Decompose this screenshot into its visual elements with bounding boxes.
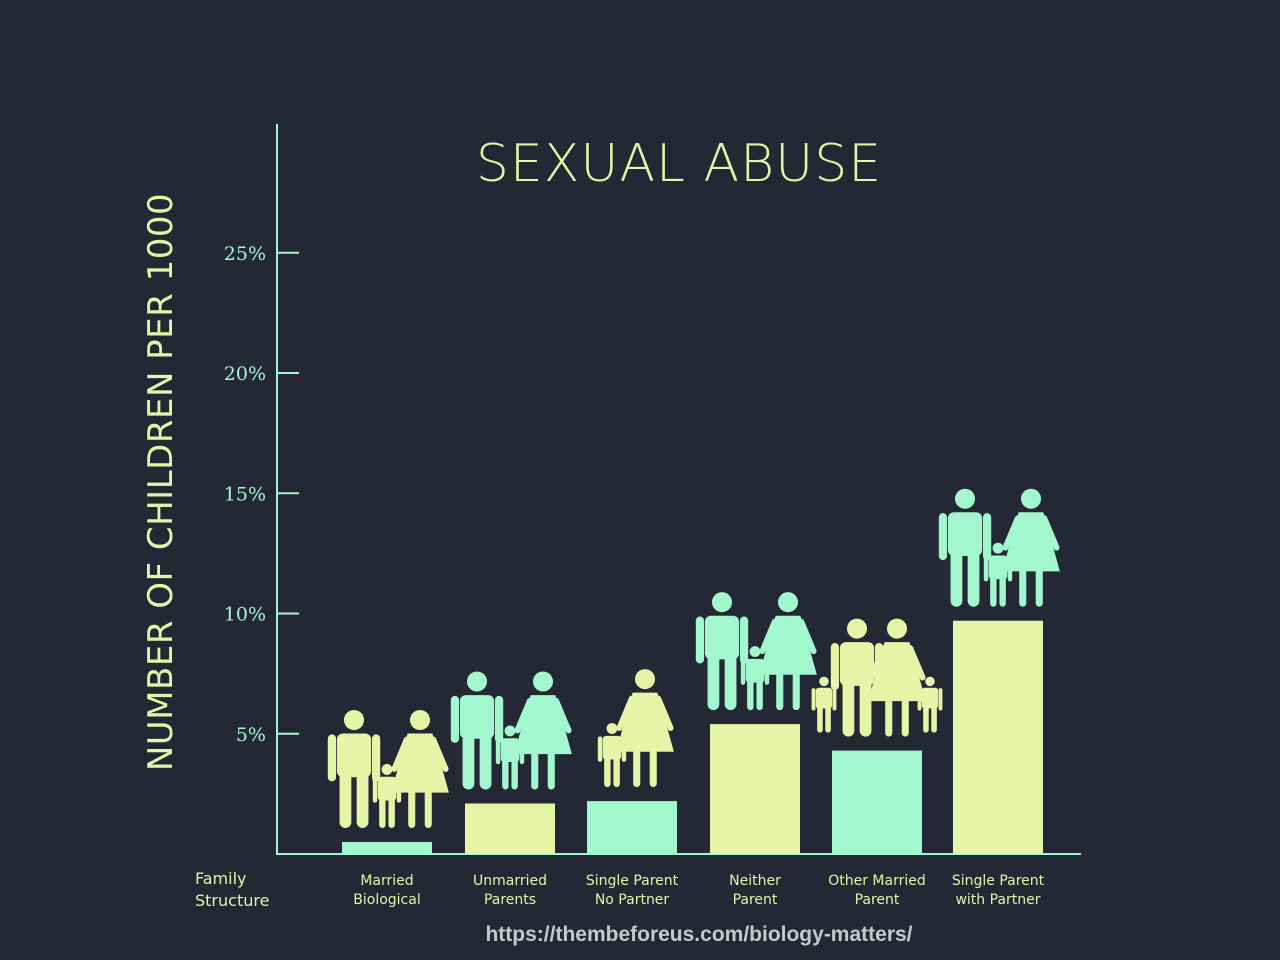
family-icon-group bbox=[938, 488, 1060, 607]
x-axis-label-line-1: Family bbox=[195, 869, 246, 888]
bar bbox=[342, 841, 432, 854]
y-tick-label: 5% bbox=[236, 724, 266, 746]
child-figure bbox=[495, 725, 525, 790]
child-figure bbox=[597, 723, 627, 788]
x-tick-label: Single Parent No Partner bbox=[586, 873, 679, 908]
man-figure bbox=[695, 592, 749, 711]
man-figure bbox=[327, 709, 381, 828]
woman-figure bbox=[868, 618, 926, 737]
y-ticks: 5% 10% 15% 20% 25% bbox=[224, 243, 299, 746]
x-tick-label: Unmarried Parents bbox=[473, 873, 547, 908]
x-axis-label-line-2: Structure bbox=[195, 891, 269, 910]
woman-figure bbox=[759, 592, 817, 711]
man-figure bbox=[938, 488, 992, 607]
man-figure bbox=[830, 618, 884, 737]
bar bbox=[465, 803, 555, 854]
y-axis-label: NUMBER OF CHILDREN PER 1000 bbox=[141, 193, 181, 771]
y-tick-label: 25% bbox=[224, 243, 266, 265]
y-tick-label: 20% bbox=[224, 363, 266, 385]
bar bbox=[832, 750, 922, 854]
bar bbox=[710, 724, 800, 854]
x-axis-label: Family Structure bbox=[195, 869, 269, 910]
bar bbox=[587, 801, 677, 854]
family-icon-group bbox=[327, 709, 449, 828]
man-figure bbox=[450, 671, 504, 790]
x-tick-label: Married Biological bbox=[353, 873, 420, 908]
x-category-labels: Married Biological Unmarried Parents Single … bbox=[353, 873, 1044, 908]
bar bbox=[953, 620, 1043, 854]
x-tick-label: Single Parent with Partner bbox=[952, 873, 1045, 908]
bars bbox=[342, 620, 1043, 854]
woman-figure bbox=[1002, 488, 1060, 607]
x-tick-label: Other Married Parent bbox=[828, 873, 926, 908]
family-icon-group bbox=[811, 618, 943, 737]
family-icon-group bbox=[695, 592, 817, 711]
family-icons bbox=[327, 488, 1060, 828]
child-figure bbox=[811, 676, 837, 733]
woman-figure bbox=[391, 709, 449, 828]
source-url[interactable]: https://thembeforeus.com/biology-matters… bbox=[485, 923, 912, 946]
child-figure bbox=[917, 676, 943, 733]
x-tick-label: Neither Parent bbox=[729, 873, 781, 908]
y-tick-label: 10% bbox=[224, 604, 266, 626]
chart-title: SEXUAL ABUSE bbox=[476, 134, 882, 194]
woman-figure bbox=[514, 671, 572, 790]
family-icon-group bbox=[597, 669, 674, 788]
woman-figure bbox=[616, 669, 674, 788]
family-icon-group bbox=[450, 671, 572, 790]
y-tick-label: 15% bbox=[224, 483, 266, 505]
